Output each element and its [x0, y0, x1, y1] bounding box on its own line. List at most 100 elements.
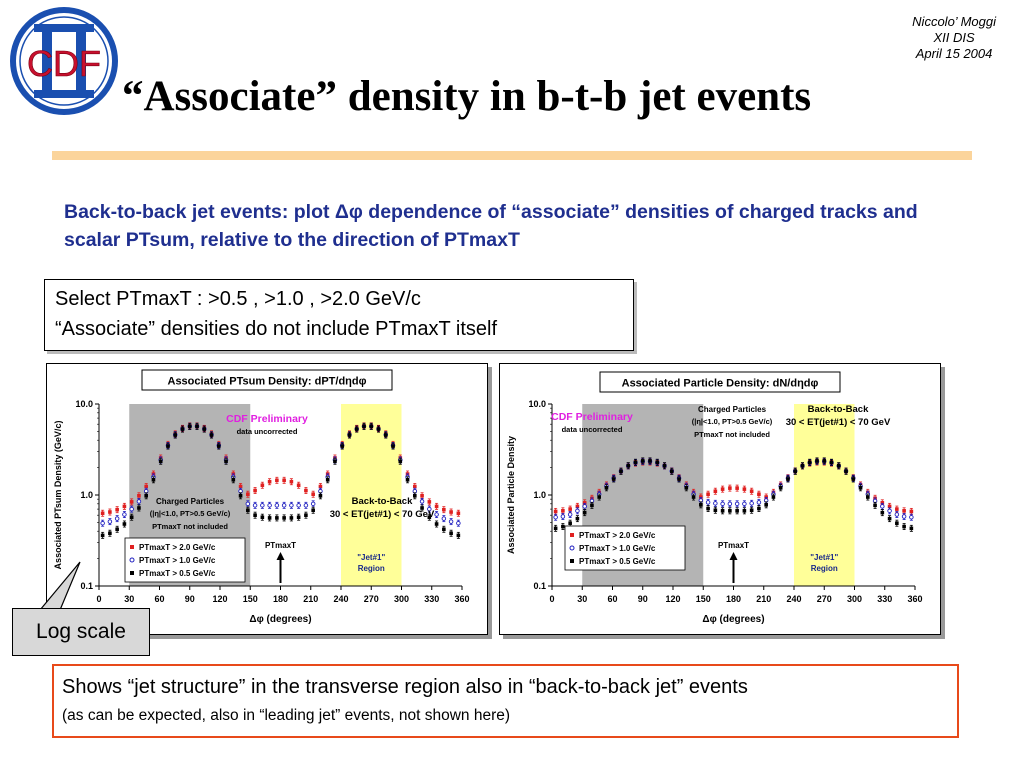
data-point: [561, 524, 565, 529]
data-point: [281, 503, 287, 508]
data-uncorrected-label: data uncorrected: [562, 425, 623, 434]
x-tick-label: 360: [907, 594, 922, 604]
author-block: Niccolo’ Moggi XII DIS April 15 2004: [912, 14, 996, 62]
data-point: [296, 503, 301, 508]
data-point: [706, 506, 710, 511]
data-point: [107, 519, 113, 524]
data-point: [901, 514, 907, 519]
data-point: [448, 519, 454, 524]
data-point: [122, 522, 127, 526]
data-point: [742, 487, 747, 491]
legend-box: [124, 537, 246, 583]
data-point: [267, 479, 272, 484]
ptmax-excluded-label: PTmaxT not included: [694, 430, 770, 439]
x-tick-label: 270: [817, 594, 832, 604]
data-point: [880, 504, 885, 509]
data-point: [420, 506, 424, 510]
data-point: [793, 469, 798, 474]
data-point: [413, 484, 417, 489]
x-tick-label: 120: [665, 594, 680, 604]
data-point: [347, 433, 352, 437]
data-point: [100, 520, 105, 526]
data-point: [115, 507, 119, 512]
data-point: [887, 508, 892, 514]
data-point: [567, 512, 573, 517]
data-point: [303, 503, 309, 508]
data-point: [866, 495, 870, 499]
data-point: [713, 489, 718, 494]
jet-et-range-label: 30 < ET(jet#1) < 70 GeV: [786, 417, 891, 428]
data-point: [267, 516, 272, 520]
data-point: [144, 493, 148, 498]
data-point: [836, 463, 841, 468]
data-point: [100, 511, 105, 516]
cdf-preliminary-label: CDF Preliminary: [551, 411, 633, 423]
slide-title: “Associate” density in b-t-b jet events: [122, 73, 812, 120]
data-point: [405, 477, 410, 482]
cdf-logo: CDF: [10, 7, 118, 115]
legend-marker: [570, 533, 574, 537]
y-tick-label: 10.0: [528, 399, 546, 409]
x-tick-label: 0: [549, 594, 554, 604]
data-point: [778, 485, 783, 490]
data-point: [786, 477, 790, 481]
x-tick-label: 60: [607, 594, 617, 604]
data-point: [427, 515, 432, 520]
chart-title: Associated Particle Density: dN/dηdφ: [622, 378, 819, 390]
data-point: [129, 500, 134, 504]
data-point: [158, 459, 163, 464]
data-point: [677, 477, 681, 481]
data-point: [376, 427, 381, 431]
data-point: [873, 503, 877, 508]
data-point: [727, 501, 733, 507]
logo-text: CDF: [27, 43, 101, 84]
y-tick-label: 0.1: [80, 581, 93, 591]
data-point: [289, 479, 294, 484]
x-tick-label: 300: [394, 594, 409, 604]
data-point: [137, 506, 141, 510]
data-point: [282, 478, 286, 483]
x-tick-label: 240: [786, 594, 801, 604]
data-point: [202, 427, 207, 431]
data-point: [887, 504, 892, 509]
data-point: [311, 508, 315, 513]
data-point: [456, 511, 461, 516]
data-point: [296, 515, 301, 520]
data-point: [669, 469, 674, 474]
data-point: [880, 510, 885, 515]
data-point: [304, 513, 308, 517]
x-tick-label: 360: [454, 594, 469, 604]
author-conference: XII DIS: [933, 30, 975, 45]
selection-line-2: “Associate” densities do not include PTm…: [55, 318, 498, 340]
data-point: [749, 489, 754, 494]
data-point: [260, 483, 265, 488]
y-tick-label: 0.1: [533, 581, 546, 591]
chart-panel-ptsum: Associated PTsum Density: dPT/dηdφ 0 30 60 9…: [46, 363, 488, 635]
jet-et-range-label: 30 < ET(jet#1) < 70 GeV: [330, 509, 435, 520]
data-point: [289, 503, 294, 508]
data-point: [829, 460, 834, 465]
data-point: [252, 503, 258, 508]
data-point: [895, 507, 899, 511]
data-point: [114, 516, 120, 521]
data-point: [122, 504, 127, 509]
data-point: [100, 533, 105, 538]
legend-entry: PTmaxT > 0.5 GeV/c: [579, 557, 656, 566]
intro-text: Back-to-back jet events: plot Δφ depende…: [64, 201, 918, 251]
data-point: [699, 495, 703, 499]
data-point: [662, 463, 667, 468]
data-point: [575, 508, 580, 514]
data-point: [553, 514, 558, 520]
data-point: [590, 503, 594, 508]
data-point: [238, 484, 243, 489]
cdf-preliminary-label: CDF Preliminary: [226, 413, 308, 425]
data-point: [144, 484, 148, 489]
jet1-region-label-2: Region: [358, 564, 385, 573]
data-point: [275, 516, 279, 520]
back-to-back-label: Back-to-Back: [352, 496, 413, 507]
data-point: [909, 526, 914, 531]
ptmax-arrow-head: [729, 552, 738, 560]
data-point: [173, 433, 178, 437]
data-point: [187, 424, 192, 429]
conclusion-main: Shows “jet structure” in the transverse …: [62, 676, 748, 698]
